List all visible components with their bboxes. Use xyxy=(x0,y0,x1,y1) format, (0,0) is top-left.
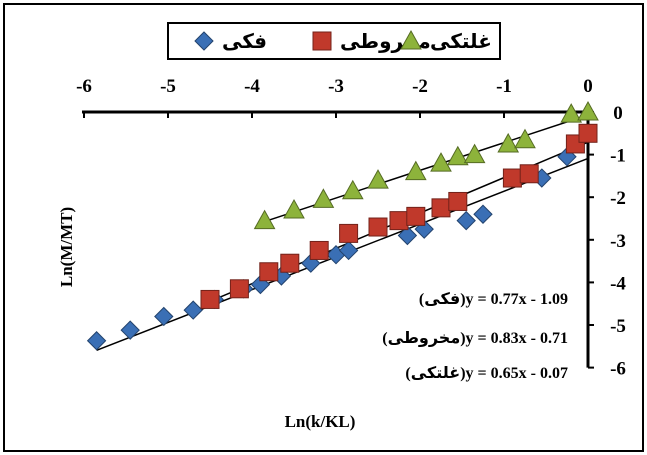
x-axis-title: Ln(k/KL) xyxy=(285,412,356,431)
data-point xyxy=(339,223,359,243)
chart-border xyxy=(3,3,644,452)
y-tick-label: -3 xyxy=(610,231,626,252)
data-point xyxy=(446,145,469,166)
legend-marker xyxy=(312,31,332,51)
x-tick-label: -2 xyxy=(412,76,428,97)
trend-equation: (غلتکی)y = 0.65x - 0.07 xyxy=(405,365,568,382)
y-tick-label: -2 xyxy=(610,188,626,209)
y-tick-label: -1 xyxy=(610,146,626,167)
data-point xyxy=(514,128,536,149)
data-point xyxy=(259,262,279,282)
data-point xyxy=(120,320,140,340)
data-point xyxy=(368,217,388,237)
y-tick-label: -4 xyxy=(610,273,626,294)
data-point xyxy=(560,103,583,123)
x-tick-label: -6 xyxy=(76,76,92,97)
y-tick-label: 0 xyxy=(613,103,623,124)
legend-box xyxy=(167,22,501,60)
data-point xyxy=(367,169,389,189)
data-point xyxy=(229,279,249,299)
x-tick-label: -4 xyxy=(244,76,260,97)
legend-label: فکی xyxy=(222,29,267,53)
data-point xyxy=(154,306,174,327)
legend-item: فکی xyxy=(194,29,267,53)
legend-label: غلتکی xyxy=(430,29,492,53)
data-point xyxy=(497,132,520,153)
data-point xyxy=(578,123,598,143)
data-point xyxy=(283,198,305,219)
y-axis-title: Ln(M/MT) xyxy=(57,207,76,287)
data-point xyxy=(280,253,300,273)
data-point xyxy=(463,143,486,164)
data-point xyxy=(341,179,364,200)
legend-marker xyxy=(400,29,422,50)
data-point xyxy=(312,188,335,208)
data-point xyxy=(309,240,329,260)
data-point xyxy=(253,209,276,230)
data-point xyxy=(502,168,522,188)
data-point xyxy=(338,240,359,261)
data-point xyxy=(389,211,409,231)
trend-equation: (مخروطی)y = 0.83x - 0.71 xyxy=(382,330,568,347)
legend: فکی مخروطی غلتکی xyxy=(167,22,501,60)
data-point xyxy=(473,204,493,224)
legend-item: غلتکی xyxy=(400,29,492,53)
data-point xyxy=(404,160,427,181)
data-point xyxy=(406,206,426,226)
data-points xyxy=(86,100,599,351)
data-point xyxy=(200,289,220,309)
data-point xyxy=(430,152,452,172)
y-tick-label: -6 xyxy=(610,359,626,380)
data-point xyxy=(431,198,451,218)
y-tick-label: -5 xyxy=(610,316,626,337)
trend-equations: (فکی)y = 0.77x - 1.09 (مخروطی)y = 0.83x -… xyxy=(382,291,568,382)
data-point xyxy=(183,300,203,320)
data-point xyxy=(577,100,599,121)
x-tick-label: -1 xyxy=(496,76,512,97)
axes: -6 -5 -4 -3 -2 -1 00 -1 -2 -3 -4 -5 -6 xyxy=(76,76,626,380)
x-tick-label: 0 xyxy=(583,76,593,97)
legend-marker xyxy=(194,31,214,51)
x-tick-label: -3 xyxy=(328,76,344,97)
data-point xyxy=(519,164,539,184)
trend-equation: (فکی)y = 0.77x - 1.09 xyxy=(419,291,568,308)
data-point xyxy=(456,210,476,231)
data-point xyxy=(86,331,107,351)
x-tick-label: -5 xyxy=(160,76,176,97)
data-point xyxy=(448,191,468,211)
data-point xyxy=(397,225,418,246)
